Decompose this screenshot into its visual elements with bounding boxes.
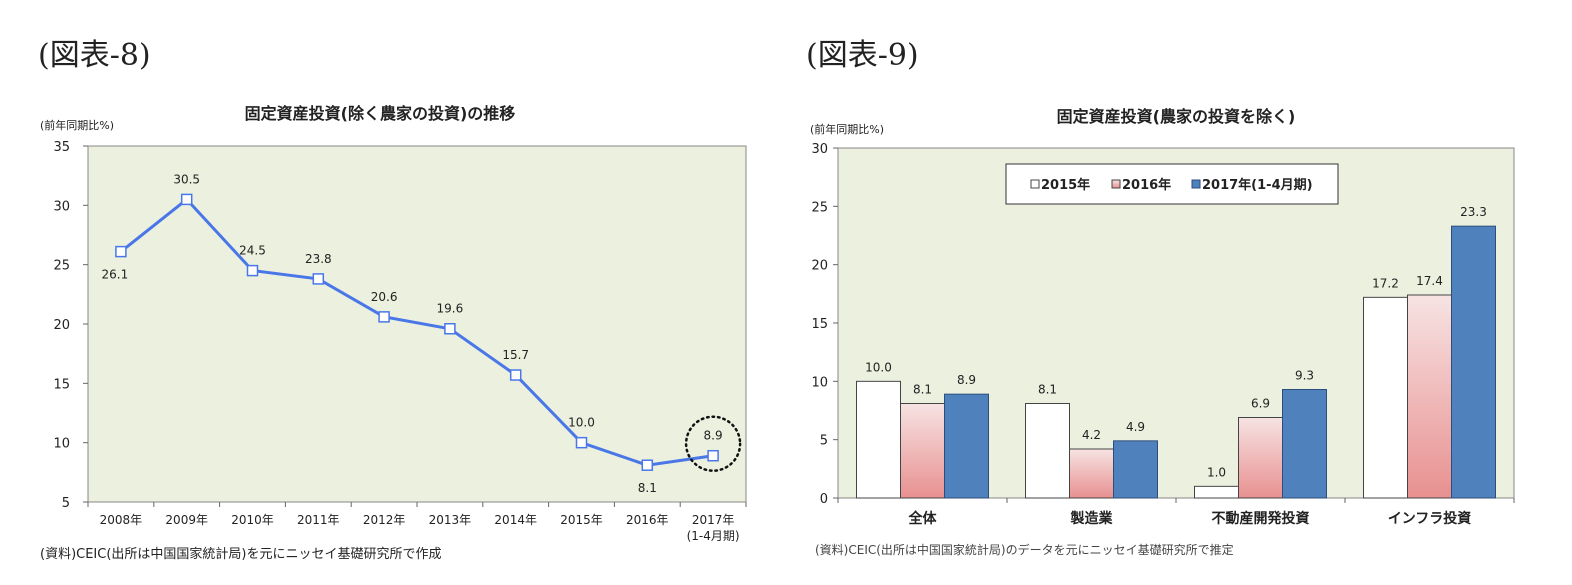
chart1-xtick-label: 2011年	[297, 513, 340, 527]
chart2-ytick-label: 30	[811, 142, 828, 157]
chart1-data-label: 23.8	[305, 252, 332, 266]
figure-9-label: (図表-9)	[806, 38, 919, 73]
chart2-bar-2	[944, 393, 989, 499]
chart1-xtick-label: 2014年	[494, 513, 537, 527]
chart1-data-label: 8.9	[704, 429, 723, 443]
chart2-category-label: 全体	[908, 510, 938, 527]
chart1-xtick-label: 2016年	[626, 513, 669, 527]
chart1-data-label: 24.5	[239, 244, 266, 258]
chart1-data-label: 15.7	[502, 348, 529, 362]
chart2-bar-label: 4.2	[1082, 428, 1101, 442]
chart1-point	[115, 245, 127, 258]
chart2-bar-0	[856, 380, 901, 499]
chart1-point	[509, 369, 522, 381]
chart1-xtick-label: 2008年	[100, 513, 143, 527]
chart1-xtick-label: 2013年	[429, 513, 472, 527]
chart2-ytick-label: 20	[811, 259, 828, 274]
chart2-bar-label: 8.1	[913, 383, 932, 397]
chart1-xtick-label: 2015年	[560, 513, 603, 527]
chart2-ytick-label: 10	[811, 375, 828, 390]
chart1-ytick-label: 35	[53, 140, 70, 155]
chart2-legend-label: 2016年	[1122, 177, 1171, 193]
chart2-bar-2	[1113, 440, 1158, 499]
chart2-bar-1	[1407, 294, 1452, 499]
chart2-legend-label: 2017年(1-4月期)	[1202, 177, 1313, 193]
chart2-category-label: 製造業	[1070, 510, 1114, 527]
chart2-bar-label: 8.9	[957, 373, 976, 387]
chart1-unit-label: (前年同期比%)	[40, 118, 114, 132]
chart2-ytick-label: 15	[811, 317, 828, 332]
chart1-source-note: (資料)CEIC(出所は中国国家統計局)を元にニッセイ基礎研究所で作成	[40, 547, 442, 562]
chart2-bar-label: 1.0	[1207, 465, 1226, 479]
chart2-bar-label: 23.3	[1460, 205, 1487, 219]
chart2-ytick-label: 5	[820, 434, 828, 449]
chart1-highlight-circle	[684, 415, 742, 472]
chart2-bar-label: 17.2	[1372, 276, 1399, 290]
chart2-legend-box	[1005, 163, 1339, 205]
chart2-bar-1	[900, 403, 945, 499]
chart2-source-note: (資料)CEIC(出所は中国国家統計局)のデータを元にニッセイ基礎研究所で推定	[815, 543, 1234, 557]
chart1-xtick-label: 2017年	[692, 513, 735, 527]
chart1-point	[707, 449, 719, 462]
chart2-unit-label: (前年同期比%)	[810, 122, 884, 136]
chart1-ytick-label: 5	[62, 496, 70, 511]
chart2-bar-2	[1451, 225, 1496, 499]
chart2-legend-swatch	[1111, 179, 1121, 189]
chart1-data-label: 19.6	[437, 302, 464, 316]
chart2-ytick-label: 0	[820, 492, 828, 507]
chart2-ytick-label: 25	[811, 200, 828, 215]
chart2-bar-0	[1025, 403, 1070, 499]
chart2-bar-2	[1282, 389, 1327, 499]
chart2-title: 固定資産投資(農家の投資を除く)	[1057, 107, 1296, 126]
chart1-series-line	[119, 197, 714, 467]
chart2-legend-label: 2015年	[1041, 177, 1090, 193]
chart2-bar-1	[1069, 448, 1114, 499]
chart2-bar-0	[1363, 296, 1408, 499]
chart2-bar-label: 4.9	[1126, 420, 1145, 434]
chart2-bar-1	[1238, 417, 1283, 499]
chart1-data-label: 26.1	[102, 268, 129, 282]
chart2-legend: 2015年 2016年 2017年(1-4月期)	[1005, 163, 1339, 205]
chart2-category-label: 不動産開発投資	[1212, 510, 1310, 527]
chart1-ytick-label: 25	[53, 259, 70, 274]
chart1-point	[312, 273, 325, 285]
chart1-ytick-label: 30	[53, 199, 70, 214]
chart2-bar-label: 10.0	[865, 360, 892, 374]
chart1-point	[444, 322, 456, 335]
chart1-point	[575, 436, 588, 449]
chart2-category-label: インフラ投資	[1388, 510, 1472, 527]
chart2-legend-swatch	[1191, 179, 1201, 189]
chart2-bar-label: 6.9	[1251, 397, 1270, 411]
chart2-bar-label: 8.1	[1038, 383, 1057, 397]
chart1-title: 固定資産投資(除く農家の投資)の推移	[245, 104, 516, 123]
chart1-point	[180, 193, 193, 206]
chart1-xtick-label: 2012年	[363, 513, 406, 527]
chart1-data-label: 30.5	[173, 172, 200, 186]
chart1-data-label: 10.0	[568, 416, 595, 430]
chart1-data-label: 8.1	[638, 481, 657, 495]
chart2-bar-label: 9.3	[1295, 369, 1314, 383]
chart1-xtick-sublabel: (1-4月期)	[687, 529, 740, 543]
chart1-ytick-label: 15	[53, 377, 70, 392]
chart2-legend-swatch	[1030, 179, 1040, 189]
chart1-point	[641, 459, 654, 471]
chart2-bar-label: 17.4	[1416, 274, 1443, 288]
chart1-data-label: 20.6	[371, 290, 398, 304]
chart1-ytick-label: 10	[53, 437, 70, 452]
chart1-point	[378, 311, 390, 323]
chart1-point	[246, 264, 259, 277]
figure-8-label: (図表-8)	[38, 38, 151, 73]
chart1-ytick-label: 20	[53, 318, 70, 333]
chart2-bar-0	[1194, 485, 1239, 499]
chart1-xtick-label: 2009年	[165, 513, 208, 527]
chart1-xtick-label: 2010年	[231, 513, 274, 527]
